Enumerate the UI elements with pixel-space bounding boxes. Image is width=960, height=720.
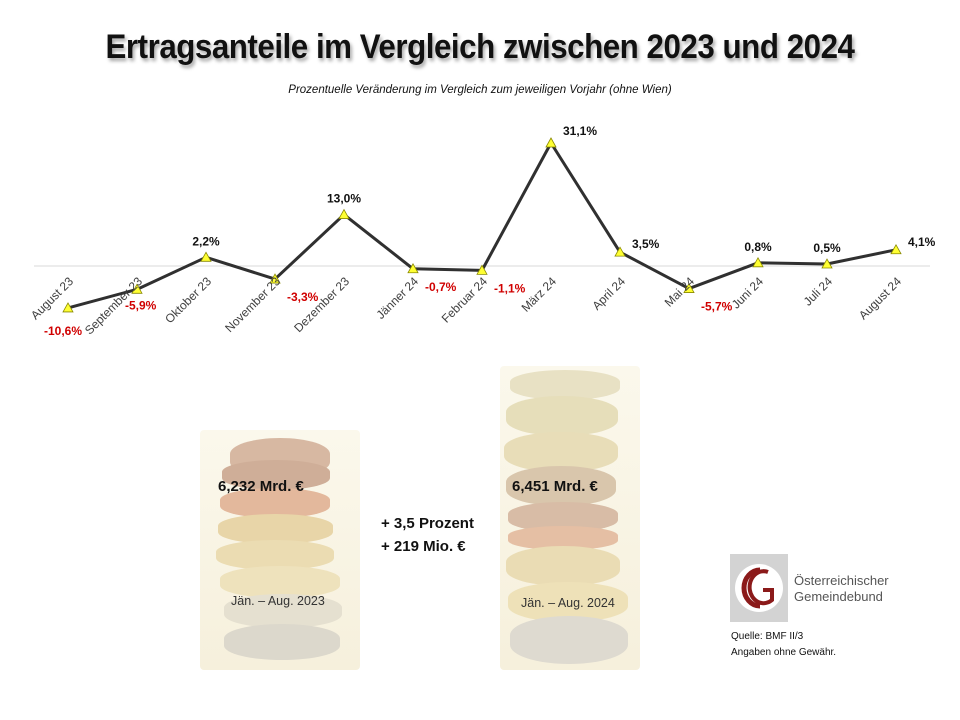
coin-stack-2023 (200, 430, 360, 670)
x-tick-label: Oktober 23 (162, 274, 214, 326)
x-tick-label: Juni 24 (729, 274, 766, 311)
gemeindebund-logo (730, 554, 788, 622)
data-label: -0,7% (425, 280, 457, 294)
data-point-marker (476, 264, 488, 275)
data-label: -5,9% (125, 298, 157, 312)
period-2023: Jän. – Aug. 2023 (231, 594, 325, 608)
logo-text-line2: Gemeindebund (794, 589, 883, 604)
amount-2023: 6,232 Mrd. € (218, 478, 304, 495)
chart-subtitle: Prozentuelle Veränderung im Vergleich zu… (288, 84, 672, 96)
data-label: 31,1% (563, 124, 597, 138)
x-tick-label: November 23 (222, 274, 283, 335)
x-tick-label: August 24 (856, 274, 904, 322)
data-point-marker (338, 208, 350, 219)
x-tick-label: Dezember 23 (291, 274, 352, 335)
data-label: 0,8% (744, 240, 772, 254)
data-label: 0,5% (813, 241, 841, 255)
x-tick-label: August 23 (28, 274, 76, 322)
data-point-marker (821, 258, 833, 269)
data-label: 2,2% (192, 234, 220, 248)
data-point-marker (200, 251, 212, 262)
data-point-marker (752, 257, 764, 268)
data-label: 3,5% (632, 237, 660, 251)
data-label: 13,0% (327, 192, 361, 206)
logo-text-line1: Österreichischer (794, 573, 889, 588)
amount-2024: 6,451 Mrd. € (512, 478, 598, 495)
data-label: 4,1% (908, 235, 936, 249)
data-point-marker (545, 137, 557, 148)
line-chart: -10,6%August 23 -5,9%September 232,2%Okto… (28, 124, 936, 338)
x-tick-label: Juli 24 (801, 274, 836, 309)
source-line: Quelle: BMF II/3 (731, 631, 804, 642)
data-point-marker (269, 273, 281, 284)
x-tick-label: Jänner 24 (373, 274, 421, 322)
data-point-marker (683, 282, 695, 293)
delta-absolute: + 219 Mio. € (381, 538, 466, 555)
data-label: -3,3% (287, 290, 319, 304)
data-point-marker (407, 262, 419, 274)
data-point-marker (614, 246, 626, 257)
data-point-marker (131, 283, 143, 294)
disclaimer-line: Angaben ohne Gewähr. (731, 647, 837, 658)
data-label: -10,6% (44, 324, 82, 338)
data-label: -5,7% (701, 300, 733, 314)
data-point-marker (62, 302, 74, 313)
data-label: -1,1% (494, 281, 526, 295)
x-tick-label: April 24 (589, 274, 628, 313)
coin-stack-2024 (500, 366, 640, 670)
data-point-marker (890, 243, 902, 255)
gemeindebund-logo-icon (735, 564, 783, 612)
page-title: Ertragsanteile im Vergleich zwischen 202… (105, 28, 855, 66)
delta-percent: + 3,5 Prozent (381, 515, 474, 532)
period-2024: Jän. – Aug. 2024 (521, 596, 615, 610)
